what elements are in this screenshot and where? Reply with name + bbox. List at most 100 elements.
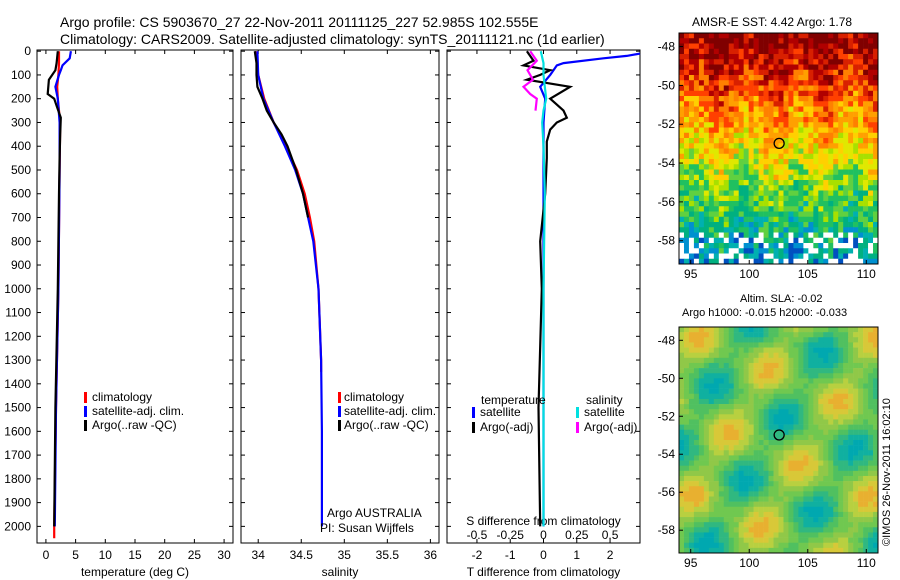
map-cell [718,38,725,44]
map-cell [818,537,824,544]
map-cell [768,190,774,197]
map-cell [728,153,735,160]
map-cell [848,54,854,60]
map-cell [853,342,859,348]
map-cell [723,455,730,461]
map-cell [818,527,824,533]
map-cell [798,450,804,456]
map-cell [868,429,874,436]
map-cell [743,75,749,81]
map-cell [833,169,839,176]
map-cell [808,122,814,128]
y-tick-label: 1700 [4,448,31,462]
map-cell [823,164,829,170]
argo-location-marker [773,429,785,441]
map-cell [828,440,834,446]
map-cell [788,106,794,113]
map-cell [823,127,829,134]
map-cell [679,64,685,71]
map-cell [713,337,720,343]
map-cell [713,59,720,65]
map-cell [728,43,735,50]
map-cell [848,342,854,348]
map-cell [703,185,710,191]
map-cell [773,409,779,415]
map-cell [848,445,854,451]
x-tick-label: 25 [188,548,202,562]
map-cell [768,532,774,538]
map-cell [768,127,774,134]
map-cell [793,138,799,144]
map-cell [738,75,744,81]
map-cell [818,522,824,528]
map-cell [798,96,804,102]
map-cell [843,419,849,425]
map-cell [808,347,814,353]
map-cell [783,101,789,107]
map-cell [758,547,764,554]
map-cell [703,143,710,149]
map-cell [818,169,824,176]
map-cell [703,409,710,415]
map-cell [868,409,874,415]
map-cell [803,237,809,244]
map-cell [738,440,744,446]
map-cell [853,33,859,39]
map-cell [778,368,784,374]
map-cell [708,434,715,441]
map-cell [868,38,874,44]
map-cell [773,547,779,554]
map-cell [873,174,879,181]
map-cell [848,190,854,197]
map-cell [823,496,829,502]
map-cell [863,227,869,233]
map-cell [858,253,864,260]
map-cell [823,153,829,160]
map-cell [818,237,824,244]
map-cell [778,127,784,134]
map-cell [843,501,849,508]
map-cell [788,506,794,513]
map-cell [808,143,814,149]
map-cell [763,222,769,228]
map-cell [853,201,859,207]
map-cell [713,80,720,86]
map-cell [783,542,789,549]
map-cell [703,169,710,176]
map-cell [728,127,735,134]
map-cell [818,96,824,102]
map-cell [773,54,779,60]
map-cell [823,75,829,81]
map-cell [743,475,749,482]
map-cell [773,216,779,223]
map-cell [753,383,759,389]
map-cell [873,542,879,549]
map-cell [703,117,710,123]
map-cell [753,253,759,260]
map-cell [873,111,879,118]
map-cell [833,253,839,260]
map-cell [693,237,700,244]
map-cell [679,48,685,55]
map-cell [718,169,725,176]
map-cell [763,481,769,487]
map-cell [743,404,749,410]
map-cell [753,180,759,186]
map-cell [798,117,804,123]
map-cell [778,481,784,487]
map-cell [853,153,859,160]
map-cell [818,101,824,107]
map-cell [713,243,720,249]
map-cell [873,409,879,415]
map-cell [858,455,864,461]
legend-label: satellite-adj. clim. [344,404,436,418]
map-cell [843,201,849,207]
map-cell [738,506,744,513]
map-cell [853,222,859,228]
map-cell [833,85,839,92]
map-cell [858,127,864,134]
map-cell [843,388,849,395]
map-cell [808,153,814,160]
map-cell [713,237,720,244]
map-cell [698,111,705,118]
